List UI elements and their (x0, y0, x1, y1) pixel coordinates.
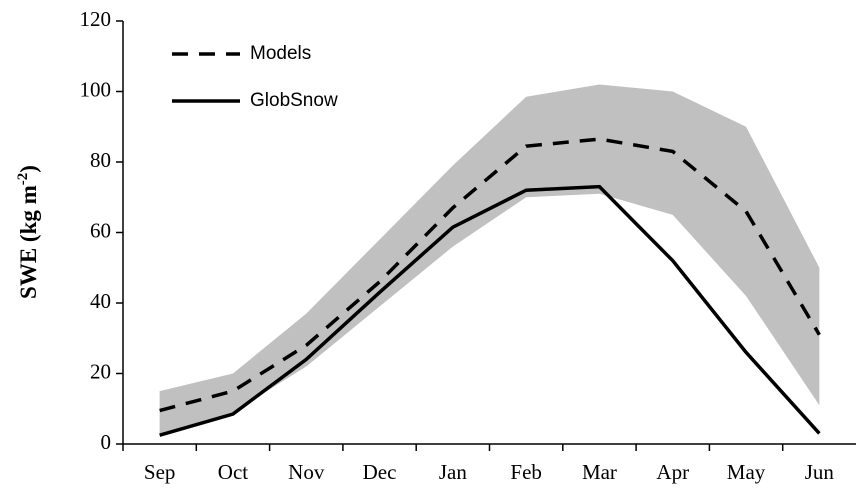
legend-label: GlobSnow (250, 90, 338, 111)
x-tick-label: Nov (288, 460, 325, 484)
y-tick-label: 40 (90, 289, 111, 313)
x-tick-label: May (727, 460, 766, 484)
x-tick-label: Mar (582, 460, 617, 484)
y-tick-label: 100 (80, 77, 112, 101)
y-label-suffix: ) (16, 165, 41, 173)
y-tick-label: 80 (90, 148, 111, 172)
x-tick-label: Oct (218, 460, 248, 484)
y-tick-label: 20 (90, 359, 111, 383)
y-tick-label: 120 (80, 7, 112, 31)
series-line (159, 137, 821, 413)
range-band (159, 84, 820, 434)
x-tick-label: Apr (656, 460, 689, 484)
x-tick-label: Dec (363, 460, 397, 484)
x-tick-label: Feb (510, 460, 542, 484)
y-axis-label: SWE (kg m-2) (15, 165, 41, 299)
y-label-text: SWE (kg m (16, 185, 41, 299)
x-tick-label: Jun (805, 460, 835, 484)
x-tick-label: Jan (439, 460, 467, 484)
y-tick-label: 60 (90, 218, 111, 242)
series-line (159, 184, 821, 437)
y-label-superscript: -2 (15, 173, 31, 186)
legend-label: Models (250, 43, 311, 64)
x-tick-label: Sep (144, 460, 176, 484)
y-tick-label: 0 (101, 430, 112, 454)
